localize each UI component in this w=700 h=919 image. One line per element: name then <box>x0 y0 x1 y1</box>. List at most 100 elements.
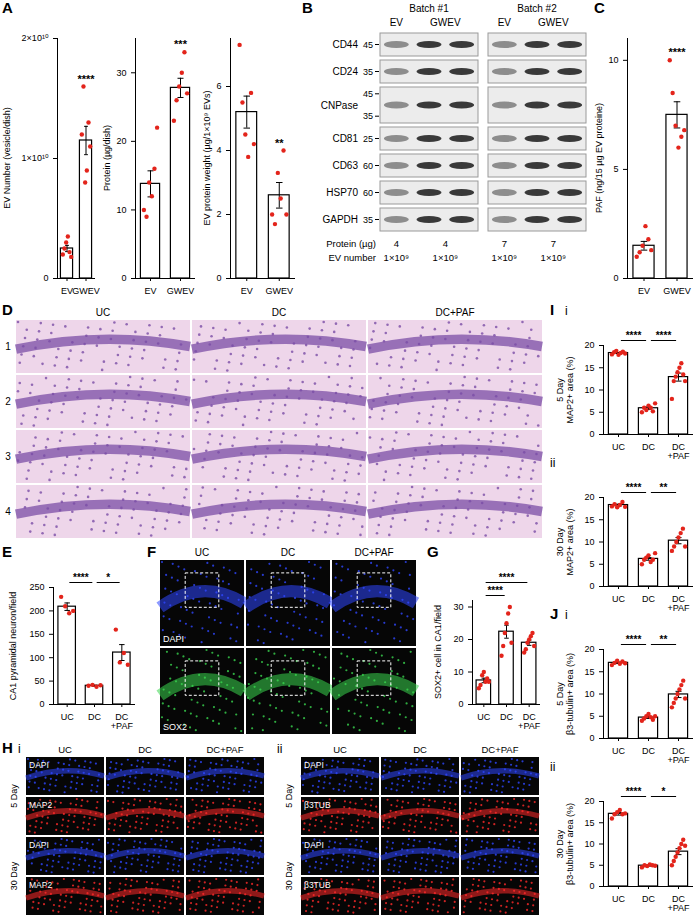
svg-text:DAPI: DAPI <box>163 634 184 644</box>
svg-text:EV: EV <box>390 17 404 28</box>
svg-text:i: i <box>18 742 21 756</box>
svg-text:GWEV: GWEV <box>167 286 195 296</box>
svg-text:Batch #1: Batch #1 <box>409 3 449 14</box>
svg-text:DC: DC <box>272 307 286 318</box>
svg-text:20: 20 <box>116 136 126 146</box>
svg-text:SOX2: SOX2 <box>163 722 187 732</box>
svg-text:10: 10 <box>608 55 618 65</box>
svg-text:J: J <box>550 605 558 622</box>
svg-text:4: 4 <box>443 238 448 249</box>
svg-text:EV: EV <box>241 286 253 296</box>
svg-text:DAPI: DAPI <box>304 760 324 770</box>
svg-text:β3TUB: β3TUB <box>304 880 331 890</box>
svg-text:DC+PAF: DC+PAF <box>111 712 134 731</box>
svg-text:UC: UC <box>612 746 625 756</box>
svg-text:****: **** <box>487 585 503 596</box>
svg-text:4: 4 <box>5 506 11 517</box>
svg-text:200: 200 <box>29 606 44 616</box>
svg-text:150: 150 <box>29 629 44 639</box>
svg-text:DC: DC <box>642 894 655 904</box>
svg-text:****: **** <box>77 73 95 85</box>
svg-text:DC: DC <box>642 442 655 452</box>
svg-text:Protein (µg): Protein (µg) <box>326 238 376 249</box>
svg-text:GWEV: GWEV <box>72 286 100 296</box>
svg-text:B: B <box>302 0 313 16</box>
svg-text:1×10¹⁰: 1×10¹⁰ <box>22 153 49 163</box>
svg-text:20: 20 <box>584 340 594 350</box>
svg-text:A: A <box>2 0 13 16</box>
svg-text:10: 10 <box>584 537 594 547</box>
svg-text:DAPI: DAPI <box>29 840 49 850</box>
svg-text:****: **** <box>656 330 672 341</box>
svg-text:EV number: EV number <box>328 252 376 263</box>
svg-text:i: i <box>565 304 568 318</box>
svg-text:GWEV: GWEV <box>663 286 691 296</box>
svg-text:*: * <box>662 786 666 797</box>
svg-text:4: 4 <box>394 238 399 249</box>
svg-text:1×10⁹: 1×10⁹ <box>384 252 409 263</box>
svg-text:1: 1 <box>5 341 11 352</box>
svg-text:10: 10 <box>584 839 594 849</box>
svg-text:7: 7 <box>502 238 507 249</box>
svg-text:UC: UC <box>612 894 625 904</box>
svg-text:35: 35 <box>363 111 373 121</box>
svg-text:DC+PAF: DC+PAF <box>667 594 690 613</box>
svg-text:DAPI: DAPI <box>304 840 324 850</box>
svg-text:DC: DC <box>88 712 101 722</box>
svg-text:HSP70: HSP70 <box>326 187 358 198</box>
svg-text:C: C <box>594 0 605 16</box>
svg-text:**: ** <box>660 634 668 645</box>
svg-text:60: 60 <box>363 161 373 171</box>
svg-text:DC+PAF: DC+PAF <box>481 744 518 755</box>
svg-text:GWEV: GWEV <box>430 17 461 28</box>
svg-text:DC+PAF: DC+PAF <box>518 712 541 731</box>
svg-text:**: ** <box>275 137 284 149</box>
svg-text:45: 45 <box>363 89 373 99</box>
svg-text:***: *** <box>174 38 188 50</box>
svg-text:UC: UC <box>195 547 209 558</box>
svg-text:0: 0 <box>589 581 594 591</box>
svg-text:15: 15 <box>584 515 594 525</box>
svg-text:1×10⁹: 1×10⁹ <box>541 252 566 263</box>
svg-text:1×10⁹: 1×10⁹ <box>492 252 517 263</box>
svg-text:G: G <box>427 543 439 560</box>
svg-text:2: 2 <box>216 209 221 219</box>
svg-text:10: 10 <box>584 689 594 699</box>
svg-text:50: 50 <box>34 676 44 686</box>
svg-text:0: 0 <box>39 699 44 709</box>
svg-text:0: 0 <box>589 733 594 743</box>
svg-text:30 Day: 30 Day <box>284 861 294 890</box>
svg-text:I: I <box>550 301 554 318</box>
svg-text:0: 0 <box>589 429 594 439</box>
svg-text:DC+PAF: DC+PAF <box>355 547 394 558</box>
svg-text:5: 5 <box>613 164 618 174</box>
svg-text:UC: UC <box>58 744 72 755</box>
svg-text:E: E <box>2 543 12 560</box>
svg-text:GWEV: GWEV <box>265 286 293 296</box>
svg-text:UC: UC <box>612 442 625 452</box>
svg-text:UC: UC <box>96 307 110 318</box>
svg-text:6: 6 <box>216 81 221 91</box>
svg-text:DC: DC <box>642 594 655 604</box>
svg-text:GWEV: GWEV <box>538 17 569 28</box>
svg-text:25: 25 <box>363 134 373 144</box>
svg-text:15: 15 <box>584 667 594 677</box>
svg-text:2: 2 <box>5 396 11 407</box>
svg-text:**: ** <box>660 482 668 493</box>
svg-text:UC: UC <box>612 594 625 604</box>
svg-text:GAPDH: GAPDH <box>322 214 358 225</box>
svg-text:UC: UC <box>61 712 74 722</box>
svg-text:CD63: CD63 <box>332 160 358 171</box>
svg-text:****: **** <box>626 482 642 493</box>
svg-text:5: 5 <box>589 711 594 721</box>
svg-text:EV: EV <box>61 286 73 296</box>
svg-text:0: 0 <box>589 881 594 891</box>
svg-text:F: F <box>147 543 156 560</box>
svg-text:20: 20 <box>584 644 594 654</box>
svg-text:20: 20 <box>453 634 463 644</box>
svg-text:CD44: CD44 <box>332 39 358 50</box>
svg-text:10: 10 <box>584 385 594 395</box>
svg-text:DC+PAF: DC+PAF <box>667 746 690 765</box>
svg-text:0: 0 <box>216 273 221 283</box>
svg-text:35: 35 <box>363 67 373 77</box>
